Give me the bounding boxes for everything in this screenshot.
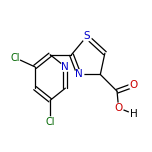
Circle shape [74, 70, 84, 79]
Text: Cl: Cl [45, 117, 55, 127]
Circle shape [114, 103, 123, 113]
Text: H: H [130, 109, 138, 119]
Text: S: S [83, 31, 90, 41]
Circle shape [129, 80, 138, 90]
Text: N: N [75, 69, 83, 79]
Text: O: O [130, 80, 138, 90]
Text: N: N [62, 62, 69, 72]
Circle shape [82, 32, 91, 41]
Circle shape [10, 53, 20, 62]
Text: O: O [114, 103, 123, 113]
Circle shape [45, 117, 55, 126]
Text: Cl: Cl [10, 53, 20, 63]
Circle shape [129, 109, 138, 119]
Circle shape [61, 62, 70, 72]
